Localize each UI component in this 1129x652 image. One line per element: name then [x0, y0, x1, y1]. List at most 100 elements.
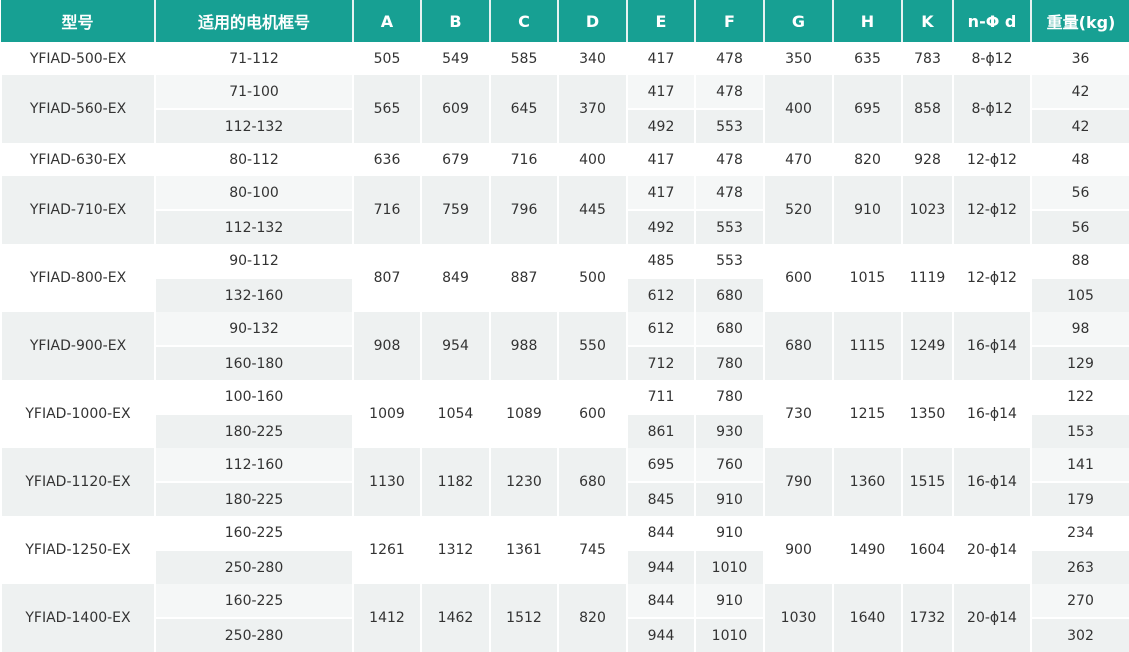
dim-c-cell: 796 — [489, 176, 559, 244]
table-row: YFIAD-800-EX 90-112 807 849 887 500 485 553 600 1… — [0, 244, 1129, 312]
header-b: B — [420, 0, 490, 42]
model-cell: YFIAD-1000-EX — [0, 380, 156, 448]
dim-e-cell: 844 — [626, 516, 696, 550]
model-cell: YFIAD-630-EX — [0, 143, 156, 176]
dim-k-cell: 928 — [901, 143, 954, 176]
dim-f-cell: 1010 — [694, 549, 765, 584]
weight-cell: 42 — [1030, 108, 1129, 143]
dim-e-cell: 944 — [626, 549, 696, 584]
dim-g-cell: 730 — [763, 380, 834, 448]
dim-b-cell: 954 — [420, 312, 491, 380]
dim-h-cell: 1015 — [832, 244, 903, 312]
n-phi-d-cell: 12-ϕ12 — [952, 143, 1032, 176]
n-phi-d-cell: 8-ϕ12 — [952, 42, 1032, 75]
dim-f-cell: 478 — [694, 75, 765, 109]
dim-k-cell: 1249 — [901, 312, 954, 380]
dim-h-cell: 635 — [832, 42, 903, 75]
dim-e-cell: 417 — [626, 42, 696, 75]
frame-cell: 90-112 — [154, 244, 354, 278]
header-e: E — [626, 0, 695, 42]
dim-g-cell: 680 — [763, 312, 834, 380]
model-cell: YFIAD-1250-EX — [0, 516, 156, 584]
table-row: YFIAD-560-EX 71-100 565 609 645 370 417 478 400 6… — [0, 75, 1129, 143]
dim-h-cell: 1490 — [832, 516, 903, 584]
weight-cell: 179 — [1030, 481, 1129, 516]
dim-c-cell: 645 — [489, 75, 559, 143]
dim-c-cell: 887 — [489, 244, 559, 312]
dim-h-cell: 1215 — [832, 380, 903, 448]
dim-k-cell: 1023 — [901, 176, 954, 244]
dim-k-cell: 1515 — [901, 448, 954, 516]
weight-cell: 122 — [1030, 380, 1129, 414]
frame-cell: 71-112 — [154, 42, 354, 75]
dim-f-cell: 910 — [694, 516, 765, 550]
dim-k-cell: 1350 — [901, 380, 954, 448]
dim-a-cell: 807 — [352, 244, 422, 312]
dim-b-cell: 609 — [420, 75, 491, 143]
dim-d-cell: 370 — [557, 75, 628, 143]
table-row: 180-225 861 930 153 — [1, 413, 1129, 448]
frame-cell: 160-225 — [154, 516, 354, 550]
frame-cell: 80-112 — [154, 143, 354, 176]
frame-cell: 100-160 — [154, 380, 354, 414]
weight-cell: 56 — [1030, 209, 1129, 244]
dim-e-cell: 492 — [626, 108, 696, 143]
dim-b-cell: 759 — [420, 176, 491, 244]
dim-e-cell: 844 — [626, 584, 696, 618]
dim-f-cell: 553 — [694, 209, 765, 244]
weight-cell: 105 — [1030, 277, 1129, 312]
weight-cell: 263 — [1030, 549, 1129, 584]
dim-f-cell: 780 — [694, 345, 765, 380]
dim-c-cell: 585 — [489, 42, 559, 75]
dim-h-cell: 1115 — [832, 312, 903, 380]
weight-cell: 270 — [1030, 584, 1129, 618]
dim-k-cell: 1119 — [901, 244, 954, 312]
dim-f-cell: 780 — [694, 380, 765, 414]
dim-k-cell: 783 — [901, 42, 954, 75]
dim-d-cell: 340 — [557, 42, 628, 75]
dim-e-cell: 944 — [626, 617, 696, 652]
header-n-phi-d: n-Φ d — [952, 0, 1031, 42]
weight-cell: 88 — [1030, 244, 1129, 278]
dim-f-cell: 478 — [694, 176, 765, 210]
table-row: 160-180 712 780 129 — [1, 345, 1129, 380]
weight-cell: 302 — [1030, 617, 1129, 652]
weight-cell: 98 — [1030, 312, 1129, 346]
frame-cell: 71-100 — [154, 75, 354, 109]
dim-g-cell: 470 — [763, 143, 834, 176]
header-f: F — [694, 0, 764, 42]
frame-cell: 112-132 — [154, 108, 354, 143]
table-row: YFIAD-1000-EX 100-160 1009 1054 1089 600 711 78… — [0, 380, 1129, 448]
dim-e-cell: 712 — [626, 345, 696, 380]
dim-f-cell: 680 — [694, 312, 765, 346]
dim-c-cell: 716 — [489, 143, 559, 176]
dim-b-cell: 1462 — [420, 584, 491, 652]
dim-d-cell: 550 — [557, 312, 628, 380]
n-phi-d-cell: 20-ϕ14 — [952, 584, 1032, 652]
dim-f-cell: 910 — [694, 481, 765, 516]
dim-c-cell: 1512 — [489, 584, 559, 652]
dim-a-cell: 505 — [352, 42, 422, 75]
dim-a-cell: 1009 — [352, 380, 422, 448]
dim-a-cell: 908 — [352, 312, 422, 380]
header-d: D — [557, 0, 627, 42]
dim-e-cell: 845 — [626, 481, 696, 516]
dim-g-cell: 350 — [763, 42, 834, 75]
dim-k-cell: 1732 — [901, 584, 954, 652]
dim-e-cell: 485 — [626, 244, 696, 278]
frame-cell: 90-132 — [154, 312, 354, 346]
dim-a-cell: 716 — [352, 176, 422, 244]
dim-e-cell: 492 — [626, 209, 696, 244]
frame-cell: 132-160 — [154, 277, 354, 312]
dim-k-cell: 1604 — [901, 516, 954, 584]
frame-cell: 250-280 — [154, 549, 354, 584]
table-row: 132-160 612 680 105 — [1, 277, 1129, 312]
dim-d-cell: 680 — [557, 448, 628, 516]
dim-b-cell: 1182 — [420, 448, 491, 516]
dim-d-cell: 445 — [557, 176, 628, 244]
n-phi-d-cell: 12-ϕ12 — [952, 244, 1032, 312]
weight-cell: 153 — [1030, 413, 1129, 448]
dim-f-cell: 553 — [694, 108, 765, 143]
dim-b-cell: 549 — [420, 42, 491, 75]
